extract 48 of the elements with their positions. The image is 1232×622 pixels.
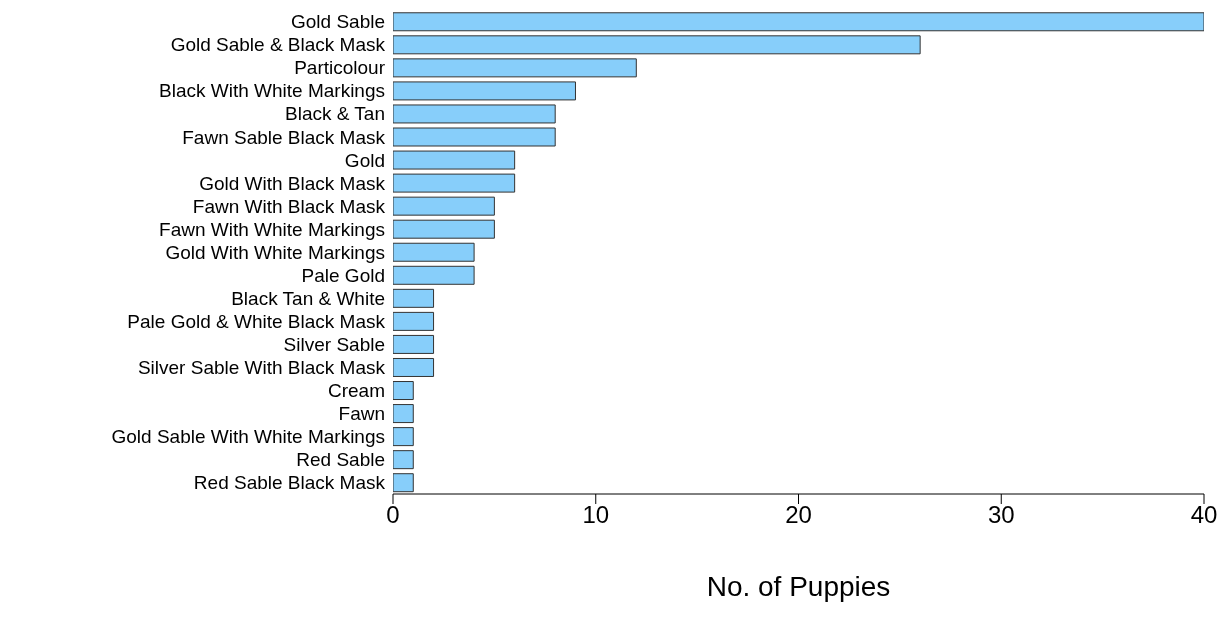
bar — [393, 404, 414, 424]
x-tick-label: 10 — [582, 501, 610, 529]
y-tick-label: Fawn — [338, 403, 385, 425]
y-tick-label: Gold Sable & Black Mask — [170, 34, 386, 56]
x-tick-label: 0 — [386, 501, 400, 529]
y-tick-label: Fawn Sable Black Mask — [182, 126, 386, 148]
y-tick-label: Gold Sable — [290, 11, 385, 33]
y-tick-label: Fawn With Black Mask — [192, 195, 386, 217]
y-tick-label: Gold With White Markings — [165, 241, 385, 263]
bar — [393, 450, 414, 470]
bar — [393, 58, 637, 78]
y-tick-label: Silver Sable With Black Mask — [137, 356, 386, 378]
bar — [393, 173, 516, 193]
x-axis-title: No. of Puppies — [706, 571, 891, 602]
y-tick-label: Pale Gold & White Black Mask — [127, 310, 386, 332]
bar — [393, 12, 1204, 32]
x-tick-label: 20 — [785, 501, 812, 529]
bar — [393, 288, 435, 308]
bar — [393, 35, 921, 55]
bar — [393, 265, 475, 285]
y-tick-label: Cream — [327, 380, 385, 402]
bar — [393, 81, 576, 101]
bar — [393, 311, 435, 331]
bar — [393, 150, 516, 170]
bar — [393, 104, 556, 124]
bar — [393, 242, 475, 262]
y-tick-label: Silver Sable — [283, 333, 385, 355]
y-tick-label: Particolour — [294, 57, 386, 79]
bar — [393, 473, 414, 493]
y-tick-label: Gold — [344, 149, 385, 171]
bar — [393, 127, 556, 147]
bar — [393, 427, 414, 447]
y-tick-label: Black Tan & White — [231, 287, 385, 309]
x-tick-label: 30 — [987, 501, 1015, 529]
y-tick-label: Pale Gold — [301, 264, 385, 286]
bar — [393, 357, 435, 377]
y-tick-label: Fawn With White Markings — [159, 218, 385, 240]
y-tick-label: Red Sable — [296, 449, 385, 471]
y-tick-label: Gold Sable With White Markings — [111, 426, 385, 448]
y-tick-label: Black & Tan — [285, 103, 385, 125]
bar — [393, 334, 435, 354]
bar — [393, 381, 414, 401]
y-tick-label: Red Sable Black Mask — [193, 472, 386, 494]
x-tick-label: 40 — [1190, 501, 1218, 529]
bar — [393, 196, 495, 216]
y-tick-label: Gold With Black Mask — [199, 172, 386, 194]
y-tick-label: Black With White Markings — [159, 80, 385, 102]
bar — [393, 219, 495, 239]
